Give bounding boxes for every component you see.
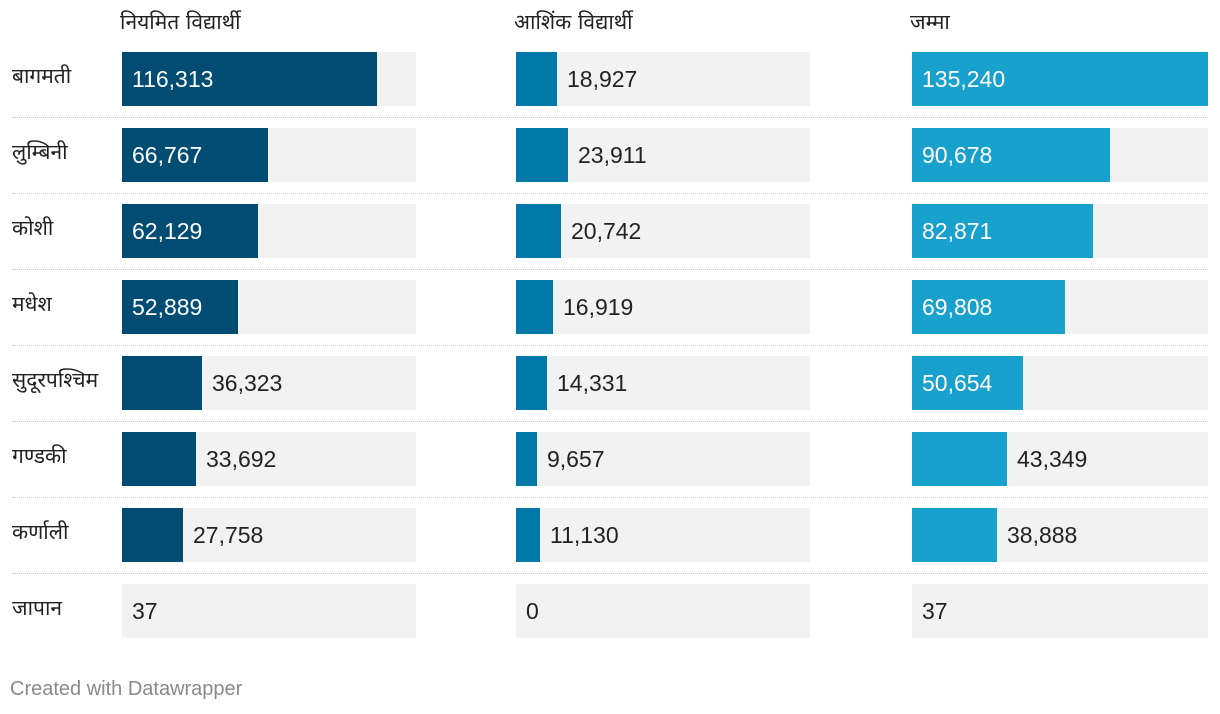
value-label: 18,927 [567,66,638,92]
value-label: 37 [132,598,158,624]
row-label: जापान [12,596,63,620]
row-label: कर्णाली [12,520,69,544]
row-label: लुम्बिनी [12,140,68,164]
row-separator [12,193,1208,194]
row-label: कोशी [12,216,54,240]
value-label: 11,130 [550,522,619,548]
bar-track [516,356,810,410]
value-label: 52,889 [132,294,203,320]
value-label: 20,742 [571,218,642,244]
value-label: 33,692 [206,446,277,472]
value-label: 50,654 [922,370,993,396]
value-label: 69,808 [922,294,993,320]
value-label: 82,871 [922,218,993,244]
bar [516,432,537,486]
bar-track [912,584,1208,638]
column-header-1: आशिंक विद्यार्थी [514,10,633,34]
row-separator [12,497,1208,498]
footer-credit: Created with Datawrapper [10,678,243,700]
row-label: गण्डकी [12,444,67,468]
value-label: 135,240 [922,66,1006,92]
bar [912,508,997,562]
bar [912,52,1208,106]
bar [516,508,540,562]
bar-track [516,432,810,486]
value-label: 37 [922,598,948,624]
value-label: 43,349 [1017,446,1088,472]
bar-track [516,52,810,106]
bar [122,128,268,182]
bar-track [516,280,810,334]
bar [122,280,238,334]
value-label: 9,657 [547,446,605,472]
row-separator [12,421,1208,422]
value-label: 36,323 [212,370,283,396]
value-label: 66,767 [132,142,203,168]
bar [122,356,202,410]
bar [912,356,1023,410]
bar [516,280,553,334]
row-label: मधेश [12,292,52,316]
value-label: 90,678 [922,142,993,168]
bar-track [516,508,810,562]
bar [516,128,568,182]
value-label: 16,919 [563,294,634,320]
value-label: 116,313 [132,66,214,92]
value-label: 27,758 [193,522,264,548]
column-header-0: नियमित विद्यार्थी [120,10,241,34]
bar-track [122,584,416,638]
bar-track [516,204,810,258]
value-label: 38,888 [1007,522,1078,548]
value-label: 62,129 [132,218,203,244]
row-separator [12,345,1208,346]
bar [516,204,561,258]
value-label: 23,911 [578,142,647,168]
row-separator [12,269,1208,270]
row-separator [12,117,1208,118]
bar [912,280,1065,334]
bar-track [516,584,810,638]
row-label: सुदूरपश्चिम [12,368,99,392]
bar [122,52,377,106]
row-label: बागमती [12,64,72,88]
bar [122,432,196,486]
value-label: 14,331 [557,370,628,396]
bar [122,508,183,562]
bar [912,128,1110,182]
row-separator [12,573,1208,574]
bar [912,432,1007,486]
bar [516,52,557,106]
value-label: 0 [526,598,539,624]
column-header-2: जम्मा [910,10,950,34]
bar [912,204,1093,258]
bar [122,204,258,258]
bar [516,356,547,410]
